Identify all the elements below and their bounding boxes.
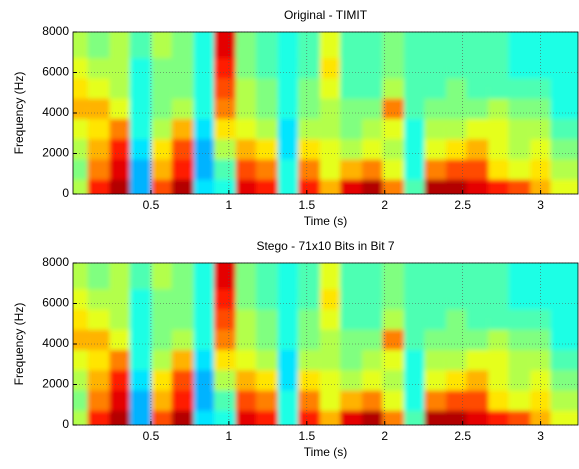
chart-title: Stego - 71x10 Bits in Bit 7 [256,239,394,253]
x-tick-label: 2.5 [454,429,471,443]
x-tick-label: 2.5 [454,198,471,212]
y-tick-label: 6000 [42,65,69,79]
cell [550,263,578,290]
y-tick-label: 2000 [42,146,69,160]
y-tick-label: 4000 [42,336,69,350]
cell [550,32,578,59]
x-tick-label: 1.5 [298,429,315,443]
x-tick-label: 1 [226,198,233,212]
x-tick-label: 3 [537,198,544,212]
x-tick-label: 0.5 [143,429,160,443]
cells [73,32,578,194]
x-tick-label: 0.5 [143,198,160,212]
y-tick-label: 8000 [42,255,69,269]
x-tick-label: 2 [381,429,388,443]
x-tick-label: 1.5 [298,198,315,212]
heatmap [73,32,578,194]
x-tick-label: 3 [537,429,544,443]
y-axis-label: Frequency (Hz) [12,303,26,386]
chart-title: Original - TIMIT [284,8,368,22]
cells [73,263,578,425]
y-tick-label: 4000 [42,105,69,119]
y-tick-label: 8000 [42,24,69,38]
y-axis-label: Frequency (Hz) [12,72,26,155]
x-axis-label: Time (s) [304,214,348,228]
x-tick-label: 1 [226,429,233,443]
y-tick-label: 0 [62,417,69,431]
y-tick-label: 0 [62,186,69,200]
y-tick-label: 2000 [42,377,69,391]
x-axis-label: Time (s) [304,445,348,459]
x-tick-label: 2 [381,198,388,212]
heatmap [73,263,578,425]
y-tick-label: 6000 [42,296,69,310]
